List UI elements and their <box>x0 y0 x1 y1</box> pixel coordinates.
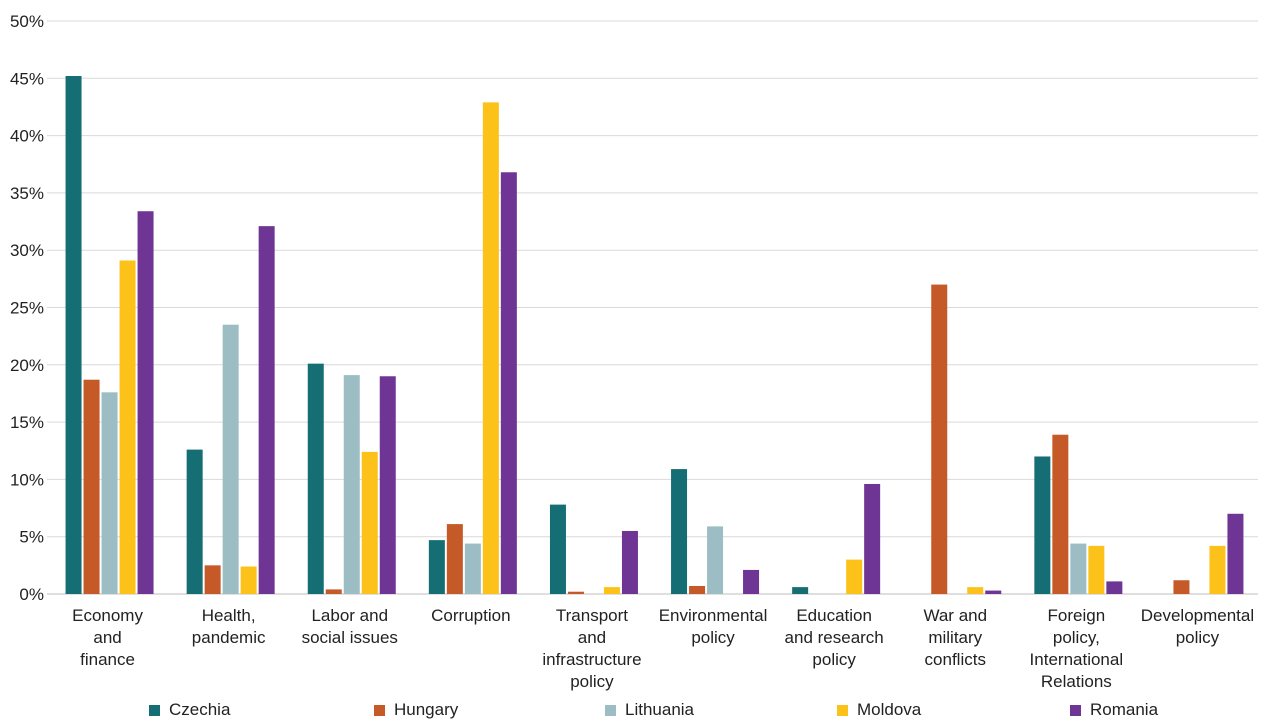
bar <box>361 451 378 594</box>
bar <box>931 284 948 594</box>
legend-item: Hungary <box>374 700 458 720</box>
bar <box>222 324 239 594</box>
x-category-label: Transport and infrastructure policy <box>542 606 641 691</box>
legend-label: Romania <box>1090 700 1159 719</box>
x-category-label: Labor and social issues <box>302 606 398 647</box>
legend-swatch <box>149 704 160 716</box>
bar <box>1106 581 1123 594</box>
legend-swatch <box>605 704 616 716</box>
bar <box>567 591 584 594</box>
bar <box>379 376 396 594</box>
bar <box>464 543 481 594</box>
bar <box>603 587 620 594</box>
legend-swatch <box>837 704 848 716</box>
bar-chart: 0% 5% 10% 15% 20% 25% 30% 35% 40% 45% 50% Economy a… <box>10 12 1258 691</box>
legend-item: Romania <box>1070 700 1158 720</box>
bar <box>428 540 445 594</box>
y-tick-label: 40% <box>10 127 44 146</box>
bar <box>500 172 517 594</box>
bar <box>967 587 984 594</box>
bar <box>446 524 463 594</box>
x-category-label: Developmental policy <box>1141 606 1254 647</box>
x-category-label: Foreign policy, International Relations <box>1030 606 1124 691</box>
bar <box>846 559 863 594</box>
bar <box>1173 580 1190 594</box>
bar <box>137 211 154 594</box>
bar <box>1034 456 1051 594</box>
gridlines <box>47 20 1258 595</box>
y-tick-label: 10% <box>10 470 44 489</box>
bar <box>1209 545 1226 594</box>
bar <box>1070 543 1087 594</box>
y-tick-label: 35% <box>10 184 44 203</box>
bar <box>1052 434 1069 594</box>
bar <box>343 375 360 594</box>
y-tick-label: 30% <box>10 241 44 260</box>
legend-label: Lithuania <box>625 700 695 719</box>
category-labels: Economy and finance Health, pandemic Labor an… <box>72 606 1254 691</box>
y-tick-label: 45% <box>10 69 44 88</box>
bar <box>707 526 724 594</box>
bar <box>204 565 221 594</box>
bar <box>985 590 1002 594</box>
bar <box>792 587 809 594</box>
bar <box>83 379 100 594</box>
x-category-label: Corruption <box>431 606 510 625</box>
y-axis-ticks: 0% 5% 10% 15% 20% 25% 30% 35% 40% 45% 50% <box>10 12 44 604</box>
bar <box>864 483 881 594</box>
bar <box>325 589 342 594</box>
bars <box>65 76 1244 595</box>
legend: Czechia Hungary Lithuania Moldova Romania <box>0 700 1267 722</box>
bar <box>743 569 760 594</box>
bar <box>186 449 203 594</box>
bar <box>621 530 638 594</box>
y-tick-label: 50% <box>10 12 44 31</box>
bar <box>671 469 688 594</box>
bar <box>482 102 499 594</box>
bar <box>101 392 118 594</box>
y-tick-label: 15% <box>10 413 44 432</box>
bar <box>549 504 566 594</box>
legend-item: Lithuania <box>605 700 694 720</box>
legend-item: Czechia <box>149 700 230 720</box>
bar <box>1088 545 1105 594</box>
x-category-label: Environmental policy <box>659 606 768 647</box>
x-category-label: Education and research policy <box>785 606 884 669</box>
bar <box>307 363 324 594</box>
x-category-label: Health, pandemic <box>192 606 266 647</box>
legend-swatch <box>374 704 385 716</box>
legend-label: Hungary <box>394 700 459 719</box>
bar <box>689 585 706 594</box>
bar <box>119 260 136 594</box>
y-tick-label: 25% <box>10 299 44 318</box>
x-category-label: War and military conflicts <box>923 606 987 669</box>
legend-item: Moldova <box>837 700 921 720</box>
legend-label: Czechia <box>169 700 231 719</box>
legend-swatch <box>1070 704 1081 716</box>
x-category-label: Economy and finance <box>72 606 143 669</box>
bar <box>65 76 82 595</box>
bar <box>240 566 257 594</box>
bar <box>1227 513 1244 594</box>
y-tick-label: 20% <box>10 356 44 375</box>
y-tick-label: 5% <box>19 528 44 547</box>
legend-label: Moldova <box>857 700 922 719</box>
bar <box>258 226 275 594</box>
y-tick-label: 0% <box>19 585 44 604</box>
